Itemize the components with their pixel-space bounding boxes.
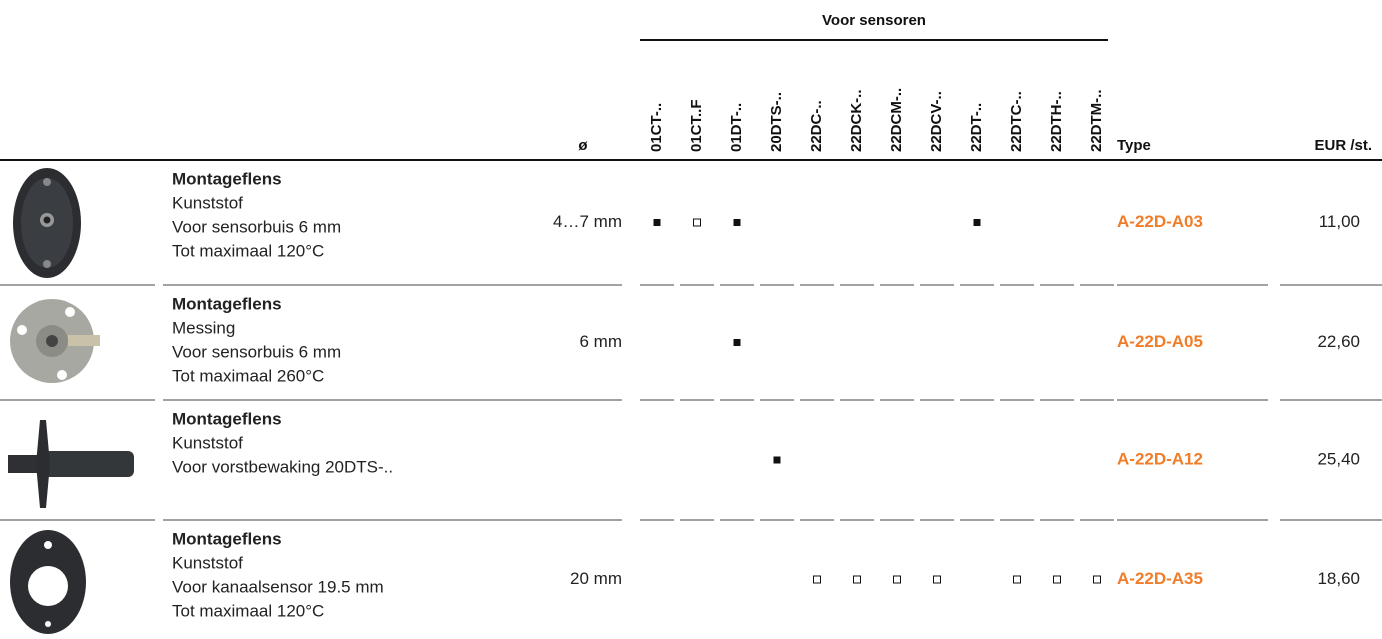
product-detail: Voor kanaalsensor 19.5 mm (172, 577, 384, 596)
type-code: A-22D-A12 (1117, 449, 1203, 468)
product-detail: Messing (172, 318, 235, 337)
product-image (8, 420, 134, 508)
product-detail: Kunststof (172, 193, 243, 212)
group-header: Voor sensoren (822, 12, 926, 29)
sensor-header: 01DT-.. (728, 103, 745, 152)
sensor-header: 20DTS-.. (768, 92, 785, 152)
diameter: 4…7 mm (553, 212, 622, 231)
filled-mark (733, 339, 741, 346)
price: 18,60 (1317, 569, 1360, 588)
open-mark (853, 575, 861, 584)
type-header: Type (1117, 137, 1151, 154)
diameter-header: ø (578, 137, 588, 154)
filled-mark (653, 219, 661, 226)
sensor-header: 01CT..F (688, 99, 705, 152)
product-detail: Voor sensorbuis 6 mm (172, 342, 341, 361)
sensor-header: 22DTM-.. (1088, 89, 1105, 152)
open-mark (1013, 575, 1021, 584)
product-detail: Kunststof (172, 553, 243, 572)
product-detail: Voor sensorbuis 6 mm (172, 217, 341, 236)
price: 11,00 (1319, 212, 1360, 231)
sensor-header: 01CT-.. (648, 103, 665, 152)
type-code: A-22D-A35 (1117, 569, 1203, 588)
product-detail: Kunststof (172, 433, 243, 452)
diameter: 6 mm (580, 332, 623, 351)
product-detail: Tot maximaal 120°C (172, 601, 324, 620)
sensor-header: 22DCV-.. (928, 91, 945, 152)
open-mark (1053, 575, 1061, 584)
sensor-header: 22DCK-.. (848, 89, 865, 152)
sensor-header: 22DTH-.. (1048, 91, 1065, 152)
open-mark (693, 218, 701, 227)
product-name: Montageflens (172, 409, 282, 428)
product-detail: Voor vorstbewaking 20DTS-.. (172, 457, 393, 476)
open-mark (933, 575, 941, 584)
product-name: Montageflens (172, 529, 282, 548)
product-image (13, 168, 81, 278)
price-header: EUR /st. (1314, 137, 1372, 154)
product-name: Montageflens (172, 294, 282, 313)
sensor-header: 22DC-.. (808, 100, 825, 152)
type-code: A-22D-A03 (1117, 212, 1203, 231)
sensor-header: 22DTC-.. (1008, 91, 1025, 152)
price: 25,40 (1317, 449, 1360, 468)
open-mark (893, 575, 901, 584)
price: 22,60 (1317, 332, 1360, 351)
filled-mark (733, 219, 741, 226)
sensor-header: 22DT-.. (968, 103, 985, 152)
filled-mark (973, 219, 981, 226)
diameter: 20 mm (570, 569, 622, 588)
product-image (10, 530, 86, 634)
type-code: A-22D-A05 (1117, 332, 1203, 351)
product-detail: Tot maximaal 120°C (172, 241, 324, 260)
product-name: Montageflens (172, 169, 282, 188)
product-detail: Tot maximaal 260°C (172, 366, 324, 385)
open-mark (813, 575, 821, 584)
filled-mark (773, 456, 781, 464)
open-mark (1093, 575, 1101, 584)
product-image (10, 299, 100, 383)
sensor-header: 22DCM-.. (888, 88, 905, 152)
